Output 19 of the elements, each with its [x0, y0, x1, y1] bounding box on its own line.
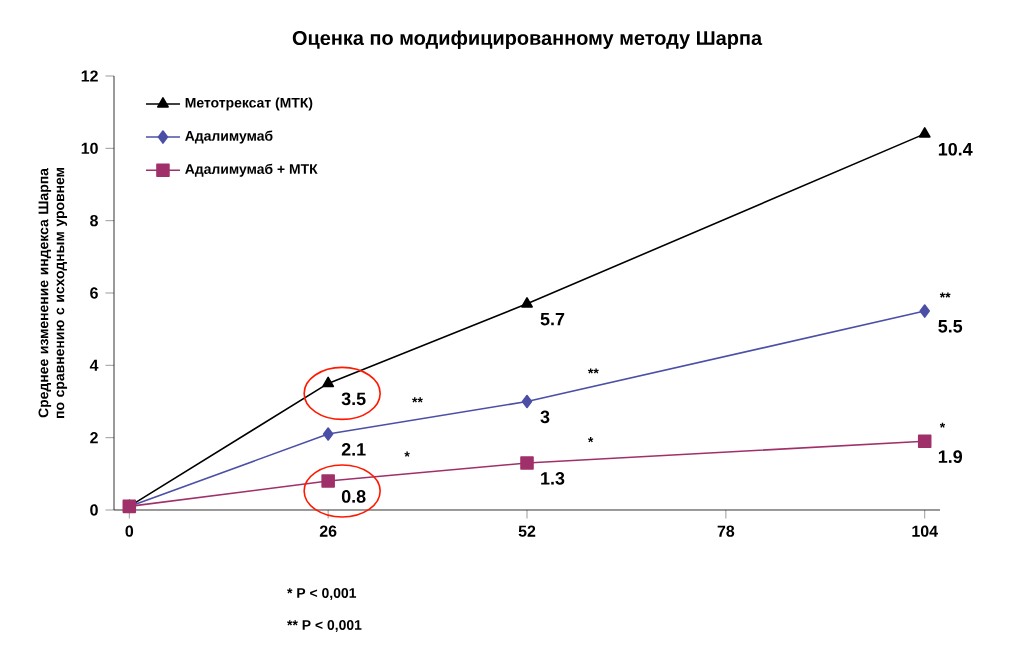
point — [322, 376, 335, 388]
data-label: 0.8 — [341, 490, 366, 503]
point — [321, 474, 335, 488]
point — [919, 304, 930, 318]
data-label: 5.5 — [938, 320, 963, 333]
data-label: 5.7 — [540, 312, 565, 326]
chart-title: Оценка по модифицированному методу Шарпа — [292, 30, 763, 49]
point — [521, 297, 533, 308]
point — [521, 394, 533, 409]
data-label: 2.1 — [341, 443, 366, 456]
point — [918, 127, 931, 138]
point — [322, 427, 334, 441]
data-label: 3 — [540, 410, 550, 424]
data-label: 1.3 — [541, 472, 565, 485]
point — [917, 434, 932, 449]
data-label: 1.9 — [938, 450, 963, 464]
data-label: 10.4 — [938, 142, 973, 156]
point — [520, 456, 534, 470]
data-label: 3.5 — [341, 392, 366, 406]
